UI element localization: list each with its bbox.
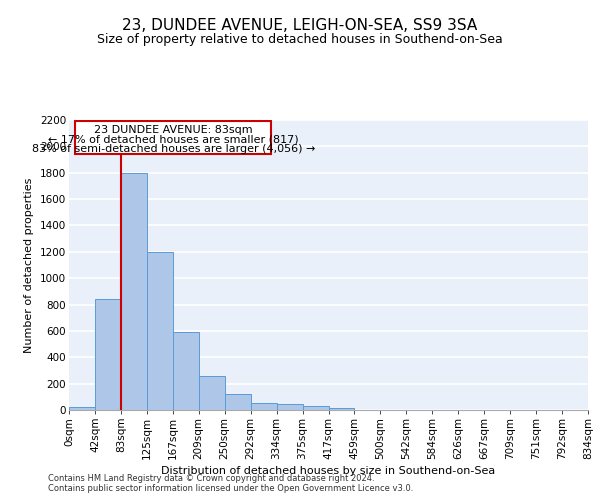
Bar [277, 404, 302, 410]
Bar [199, 376, 224, 410]
Bar [147, 252, 173, 410]
FancyBboxPatch shape [76, 122, 271, 154]
Bar [121, 172, 147, 410]
Bar [302, 406, 329, 410]
Text: ← 17% of detached houses are smaller (817): ← 17% of detached houses are smaller (81… [48, 134, 299, 144]
Text: Contains public sector information licensed under the Open Government Licence v3: Contains public sector information licen… [48, 484, 413, 493]
Text: 23, DUNDEE AVENUE, LEIGH-ON-SEA, SS9 3SA: 23, DUNDEE AVENUE, LEIGH-ON-SEA, SS9 3SA [122, 18, 478, 32]
Text: Contains HM Land Registry data © Crown copyright and database right 2024.: Contains HM Land Registry data © Crown c… [48, 474, 374, 483]
Text: Size of property relative to detached houses in Southend-on-Sea: Size of property relative to detached ho… [97, 32, 503, 46]
Bar [251, 404, 277, 410]
Bar [173, 332, 199, 410]
Text: 23 DUNDEE AVENUE: 83sqm: 23 DUNDEE AVENUE: 83sqm [94, 124, 253, 134]
Y-axis label: Number of detached properties: Number of detached properties [25, 178, 34, 352]
Bar [225, 394, 251, 410]
Bar [95, 298, 121, 410]
Bar [329, 408, 355, 410]
Text: 83% of semi-detached houses are larger (4,056) →: 83% of semi-detached houses are larger (… [32, 144, 315, 154]
X-axis label: Distribution of detached houses by size in Southend-on-Sea: Distribution of detached houses by size … [161, 466, 496, 476]
Bar [69, 406, 95, 410]
